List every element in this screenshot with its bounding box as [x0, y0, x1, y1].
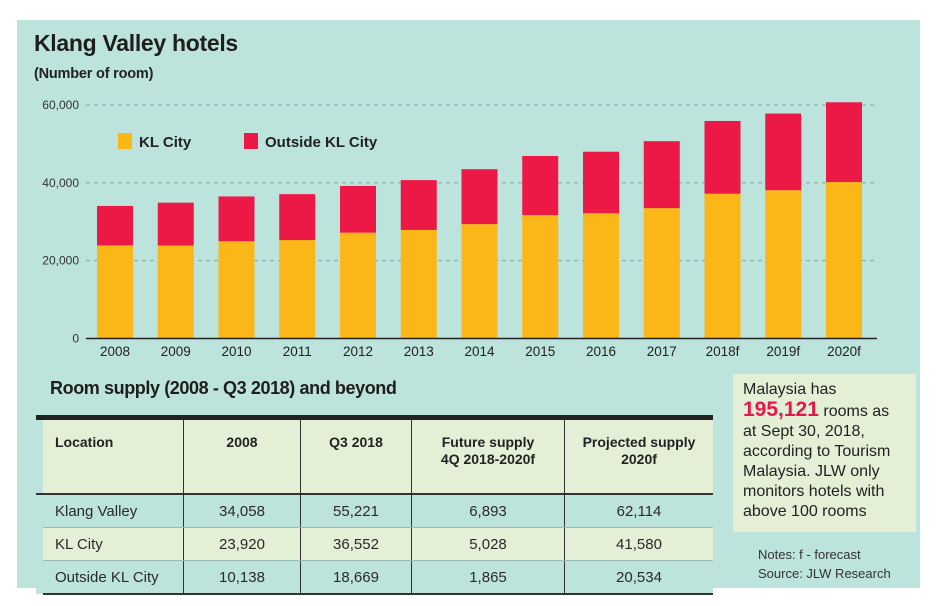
- cell-2008: 10,138: [183, 560, 301, 595]
- legend-swatch-outside-kl-city: [244, 133, 258, 149]
- bar-outside-kl-city: [400, 180, 437, 230]
- footnotes: Notes: f - forecast Source: JLW Research: [758, 545, 891, 583]
- cell-q3-2018: 55,221: [300, 494, 412, 528]
- column-header-future-supply: Future supply 4Q 2018-2020f: [411, 417, 565, 494]
- legend-swatch-kl-city: [118, 133, 132, 149]
- bars: [97, 102, 862, 339]
- x-tick-label: 2020f: [827, 344, 861, 359]
- y-tick-label: 0: [72, 332, 79, 346]
- table-title: Room supply (2008 - Q3 2018) and beyond: [50, 378, 397, 398]
- table-row: Klang Valley 34,058 55,221 6,893 62,114: [36, 494, 713, 528]
- legend-label-kl-city: KL City: [139, 134, 192, 151]
- bar-outside-kl-city: [461, 169, 498, 225]
- bar-kl-city: [157, 245, 194, 339]
- bar-kl-city: [704, 193, 741, 339]
- bar-outside-kl-city: [643, 141, 680, 209]
- x-axis-ticks: 2008 2009 2010 2011 2012 2013 2014 2015 2016 2017…: [100, 344, 861, 359]
- bar-kl-city: [340, 232, 376, 339]
- forecast-note: Notes: f - forecast: [758, 547, 861, 562]
- bar-kl-city: [279, 240, 316, 339]
- x-tick-label: 2010: [221, 344, 251, 359]
- cell-projected-supply: 20,534: [564, 560, 713, 595]
- bar-outside-kl-city: [218, 196, 255, 242]
- legend: KL City Outside KL City: [118, 133, 378, 151]
- bar-kl-city: [643, 208, 680, 339]
- cell-future-supply: 6,893: [411, 494, 565, 528]
- cell-projected-supply: 41,580: [564, 527, 713, 561]
- bar-outside-kl-city: [97, 205, 133, 246]
- bar-kl-city: [765, 190, 802, 339]
- x-tick-label: 2013: [404, 344, 434, 359]
- bar-kl-city: [97, 245, 133, 339]
- callout-line: according to Tourism: [743, 443, 891, 460]
- source-note: Source: JLW Research: [758, 566, 891, 581]
- cell-future-supply: 5,028: [411, 527, 565, 561]
- chart-title: Klang Valley hotels: [34, 30, 238, 56]
- y-axis-ticks: 0 20,000 40,000 60,000: [42, 98, 79, 346]
- table-row: KL City 23,920 36,552 5,028 41,580: [36, 527, 713, 561]
- bar-kl-city: [461, 224, 498, 339]
- cell-q3-2018: 36,552: [300, 527, 412, 561]
- legend-label-outside-kl-city: Outside KL City: [265, 134, 378, 151]
- bar-outside-kl-city: [340, 185, 376, 233]
- bar-outside-kl-city: [157, 202, 194, 246]
- y-tick-label: 20,000: [42, 254, 79, 268]
- callout-line: Malaysia. JLW only: [743, 463, 880, 480]
- y-tick-label: 60,000: [42, 98, 79, 112]
- bar-kl-city: [522, 215, 559, 339]
- cell-projected-supply: 62,114: [564, 494, 713, 528]
- total-rooms-highlight: 195,121: [743, 398, 819, 421]
- bar-kl-city: [583, 213, 619, 339]
- column-header-projected-supply: Projected supply 2020f: [564, 417, 713, 494]
- x-tick-label: 2016: [586, 344, 616, 359]
- x-tick-label: 2015: [525, 344, 555, 359]
- chart-subtitle: (Number of room): [34, 66, 154, 82]
- x-tick-label: 2009: [161, 344, 191, 359]
- column-header-q3-2018: Q3 2018: [300, 417, 412, 494]
- x-tick-label: 2018f: [706, 344, 740, 359]
- bar-outside-kl-city: [279, 194, 316, 241]
- x-tick-label: 2011: [283, 344, 312, 359]
- callout-line: monitors hotels with: [743, 483, 885, 500]
- cell-future-supply: 1,865: [411, 560, 565, 595]
- stacked-bar-chart: 0 20,000 40,000 60,000 2008 2009 2010 2011 2012…: [42, 98, 877, 359]
- x-tick-label: 2012: [343, 344, 373, 359]
- callout-line: at Sept 30, 2018,: [743, 423, 865, 440]
- column-header-2008: 2008: [183, 417, 301, 494]
- bar-outside-kl-city: [522, 155, 559, 216]
- table-row: Outside KL City 10,138 18,669 1,865 20,5…: [36, 560, 713, 595]
- cell-location: Klang Valley: [43, 494, 184, 528]
- room-supply-table: Location 2008 Q3 2018 Future supply 4Q 20…: [36, 415, 713, 595]
- x-tick-label: 2017: [647, 344, 677, 359]
- bar-kl-city: [400, 229, 437, 339]
- cell-2008: 23,920: [183, 527, 301, 561]
- bar-outside-kl-city: [765, 113, 802, 191]
- cell-location: Outside KL City: [43, 560, 184, 595]
- cell-2008: 34,058: [183, 494, 301, 528]
- bar-kl-city: [218, 241, 255, 339]
- malaysia-rooms-callout: Malaysia has 195,121 rooms as at Sept 30…: [733, 374, 916, 532]
- x-tick-label: 2019f: [766, 344, 800, 359]
- y-tick-label: 40,000: [42, 176, 79, 190]
- bar-outside-kl-city: [826, 102, 862, 183]
- column-header-location: Location: [43, 417, 184, 494]
- bar-outside-kl-city: [583, 151, 619, 214]
- callout-line: 195,121 rooms as: [743, 398, 890, 421]
- x-tick-label: 2014: [464, 344, 495, 359]
- callout-line: Malaysia has: [743, 381, 837, 398]
- bar-outside-kl-city: [704, 120, 741, 194]
- x-tick-label: 2008: [100, 344, 130, 359]
- callout-line: above 100 rooms: [743, 503, 867, 520]
- bar-kl-city: [826, 182, 862, 339]
- cell-q3-2018: 18,669: [300, 560, 412, 595]
- table-header-row: Location 2008 Q3 2018 Future supply 4Q 20…: [36, 417, 713, 494]
- cell-location: KL City: [43, 527, 184, 561]
